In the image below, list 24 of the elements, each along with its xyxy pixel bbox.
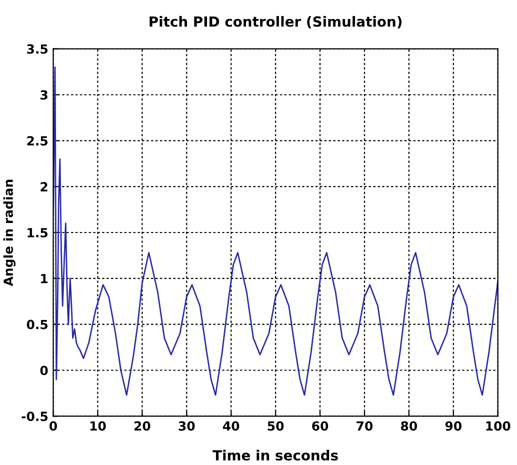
- y-tick-label: 1: [41, 274, 48, 284]
- x-axis-title: Time in seconds: [212, 450, 338, 461]
- y-tick-label: 1.5: [28, 228, 48, 238]
- x-tick-label: 10: [90, 421, 106, 431]
- x-tick-label: 30: [178, 421, 195, 431]
- x-tick-label: 90: [445, 421, 462, 431]
- x-tick-label: 0: [50, 421, 57, 431]
- y-tick-label: 2: [40, 182, 48, 192]
- x-tick-label: 60: [312, 421, 328, 431]
- y-tick-label: -0.5: [22, 412, 48, 422]
- y-tick-label: 2.5: [27, 136, 48, 146]
- x-tick-label: 40: [222, 421, 240, 431]
- x-tick-label: 20: [134, 421, 150, 431]
- y-tick-label: 0: [40, 366, 48, 376]
- x-tick-label: 50: [268, 421, 284, 431]
- line-series: [53, 66, 498, 396]
- y-tick-label: 3: [40, 90, 48, 100]
- y-tick-label: 0.5: [26, 320, 48, 330]
- y-axis-title: Angle in radian: [3, 180, 16, 286]
- x-tick-label: 80: [401, 421, 418, 431]
- chart-title: Pitch PID controller (Simulation): [150, 16, 402, 28]
- y-tick-label: 3.5: [27, 44, 48, 54]
- x-tick-label: 70: [356, 421, 373, 431]
- x-tick-label: 100: [486, 421, 510, 431]
